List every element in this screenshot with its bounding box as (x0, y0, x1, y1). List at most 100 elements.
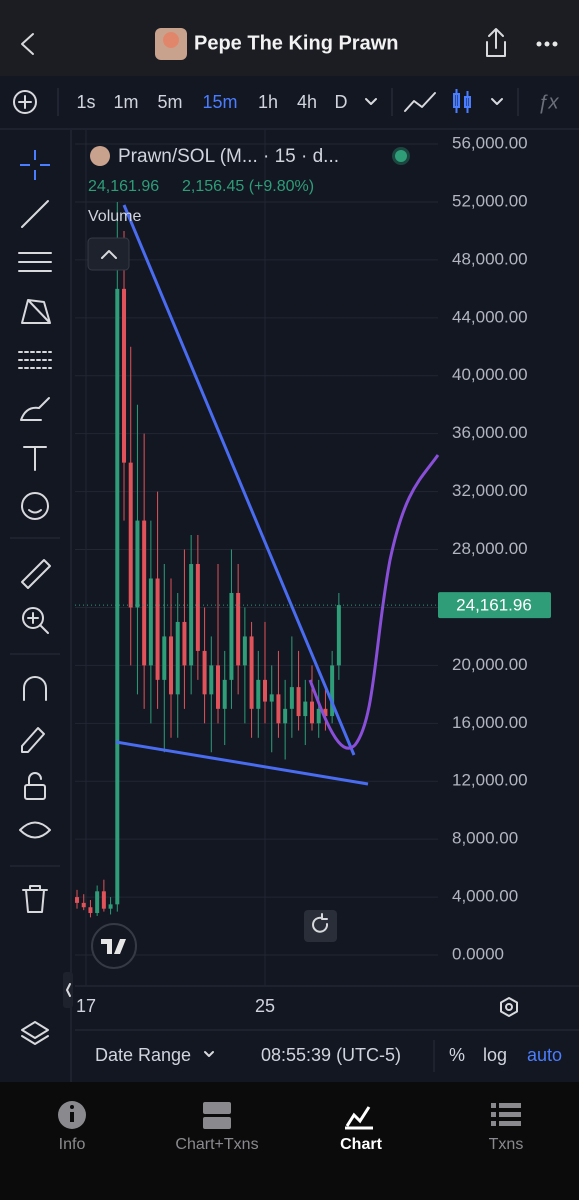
candle-body (115, 288, 120, 905)
visibility-tool[interactable] (19, 821, 51, 839)
candle-body (162, 636, 167, 680)
back-button[interactable] (21, 33, 34, 55)
text-tool[interactable] (23, 446, 47, 471)
chart-icon (345, 1106, 373, 1130)
tab-label[interactable]: Chart (340, 1136, 382, 1153)
toolbar (0, 78, 579, 128)
info-icon (58, 1101, 86, 1129)
candle-body (236, 592, 241, 666)
candle-body (249, 636, 254, 709)
candle-body (289, 687, 294, 709)
candle-body (195, 564, 200, 651)
txns-icon (491, 1103, 521, 1126)
tradingview-logo[interactable] (91, 923, 137, 969)
percent-toggle[interactable]: % (449, 1045, 465, 1065)
auto-toggle[interactable]: auto (527, 1045, 562, 1065)
legend-price: 24,161.96 (88, 178, 159, 195)
candle-body (108, 904, 113, 909)
interval-button[interactable]: 1s (76, 92, 95, 112)
candle-body (323, 708, 328, 717)
y-tick-label: 28,000.00 (452, 539, 528, 558)
delete-tool[interactable] (22, 885, 48, 913)
candle-body (310, 701, 315, 724)
y-tick-label: 12,000.00 (452, 771, 528, 790)
y-tick-label: 20,000.00 (452, 655, 528, 674)
candle-body (122, 288, 127, 463)
add-indicator-button[interactable] (13, 90, 37, 114)
interval-button[interactable]: 1h (258, 92, 278, 112)
y-tick-label: 56,000.00 (452, 134, 528, 153)
drawn-curve (308, 454, 440, 750)
ruler-tool[interactable] (21, 559, 51, 589)
chart-txns-icon (203, 1102, 231, 1129)
candle-body (135, 520, 140, 608)
candle-body (330, 665, 335, 717)
candle-body (269, 694, 274, 702)
tab-label[interactable]: Info (59, 1136, 86, 1153)
candle-body (296, 687, 301, 717)
candle-body (242, 636, 247, 666)
candle-body (263, 679, 268, 702)
y-tick-label: 36,000.00 (452, 423, 528, 442)
reset-chart-button[interactable] (304, 910, 337, 942)
tab-bar (0, 1082, 579, 1200)
emoji-tool[interactable] (21, 492, 49, 520)
legend-avatar (90, 146, 110, 166)
interval-button[interactable]: D (335, 92, 348, 112)
lock-tool[interactable] (24, 772, 46, 800)
candle-body (75, 897, 80, 903)
tab-label[interactable]: Txns (489, 1136, 524, 1153)
interval-button[interactable]: 15m (202, 92, 237, 112)
magnet-tool[interactable] (23, 676, 47, 701)
function-button[interactable]: ƒx (537, 91, 559, 113)
candle-body (229, 592, 234, 680)
candle-body (256, 679, 261, 709)
y-tick-label: 0.0000 (452, 945, 504, 964)
fib-tool[interactable] (18, 252, 52, 272)
y-tick-label: 48,000.00 (452, 249, 528, 268)
clock: 08:55:39 (UTC-5) (261, 1045, 401, 1065)
date-range-button[interactable]: Date Range (95, 1045, 191, 1065)
logo-mark (101, 939, 126, 954)
line-chart-button[interactable] (404, 92, 436, 112)
layers-button[interactable] (21, 1021, 49, 1045)
candle-chart-button[interactable] (453, 89, 471, 113)
settings-button[interactable] (500, 997, 518, 1017)
pattern-tool[interactable] (21, 299, 51, 324)
candle-body (155, 578, 160, 680)
candle-body (202, 650, 207, 695)
candles (75, 201, 341, 918)
candle-body (101, 891, 106, 909)
date-range-chevron (204, 1051, 214, 1057)
zoom-tool[interactable] (22, 607, 49, 634)
candle-body (142, 520, 147, 666)
interval-button[interactable]: 4h (297, 92, 317, 112)
lock-drawings-tool[interactable] (21, 727, 45, 753)
candle-body (189, 564, 194, 666)
trendline-tool[interactable] (21, 200, 49, 228)
collapse-legend-button[interactable] (87, 237, 130, 271)
share-button[interactable] (486, 28, 506, 57)
legend-symbol: Prawn/SOL (M... · 15 · d... (118, 146, 339, 167)
y-tick-label: 40,000.00 (452, 365, 528, 384)
tab-label[interactable]: Chart+Txns (175, 1136, 258, 1153)
prediction-tool[interactable] (18, 351, 52, 369)
price-label: 24,161.96 (456, 596, 532, 615)
crosshair-tool[interactable] (20, 150, 50, 180)
interval-button[interactable]: 1m (113, 92, 138, 112)
candle-body (316, 708, 321, 724)
more-button[interactable] (536, 41, 558, 47)
avatar-detail (163, 32, 179, 48)
reset-icon (312, 913, 329, 933)
interval-dropdown[interactable] (365, 98, 377, 105)
add-icon (18, 95, 32, 109)
market-status (395, 150, 407, 162)
interval-button[interactable]: 5m (157, 92, 182, 112)
price-label-box (438, 592, 551, 619)
brush-tool[interactable] (20, 397, 50, 421)
log-toggle[interactable]: log (483, 1045, 507, 1065)
y-tick-label: 32,000.00 (452, 481, 528, 500)
chart-type-dropdown[interactable] (491, 98, 503, 105)
drawn-trendline (115, 740, 369, 786)
